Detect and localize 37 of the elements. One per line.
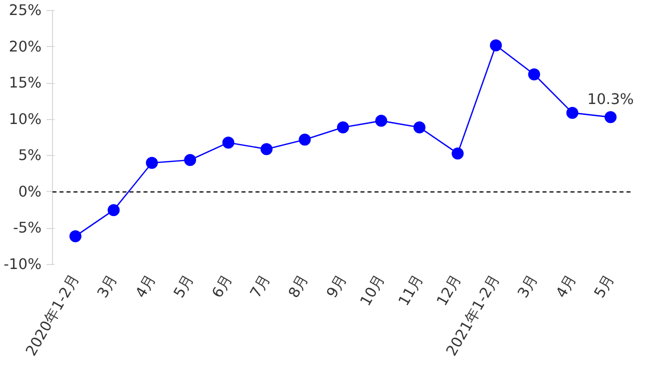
x-tick-label: 3月 <box>514 271 542 301</box>
y-tick-label: 15% <box>8 74 42 92</box>
point <box>413 121 426 134</box>
x-tick-label: 12月 <box>434 271 466 309</box>
x-tick-label: 5月 <box>170 271 198 301</box>
point <box>337 121 349 134</box>
point <box>184 154 196 166</box>
x-tick-label: 3月 <box>94 271 122 301</box>
y-tick-label: 0% <box>18 183 42 200</box>
x-tick-label: 9月 <box>324 271 350 301</box>
point <box>298 134 311 146</box>
x-tick-label: 7月 <box>247 271 274 301</box>
x-tick-label: 4月 <box>132 271 160 301</box>
point <box>528 68 540 80</box>
y-tick-label: 25% <box>8 2 42 19</box>
point <box>604 111 617 124</box>
y-tick-label: 5% <box>18 147 42 164</box>
point <box>566 106 578 119</box>
x-tick-label: 10月 <box>357 271 389 309</box>
point <box>108 204 120 216</box>
y-tick-label: 10% <box>8 110 42 128</box>
x-tick-label: 8月 <box>285 271 312 301</box>
point <box>69 230 82 242</box>
data-label: 10.3% <box>587 91 634 108</box>
x-tick-label: 6月 <box>208 271 236 301</box>
x-tick-label: 4月 <box>552 271 580 301</box>
point <box>375 114 388 127</box>
point <box>490 39 502 52</box>
x-tick-label: 5月 <box>591 271 618 301</box>
y-tick-label: -5% <box>12 220 42 237</box>
point <box>452 147 464 160</box>
x-tick-label: 11月 <box>395 271 427 309</box>
point <box>146 156 158 169</box>
y-tick-label: 20% <box>8 38 42 56</box>
y-tick-label: -10% <box>4 256 42 273</box>
point <box>260 143 273 156</box>
point <box>222 136 234 149</box>
